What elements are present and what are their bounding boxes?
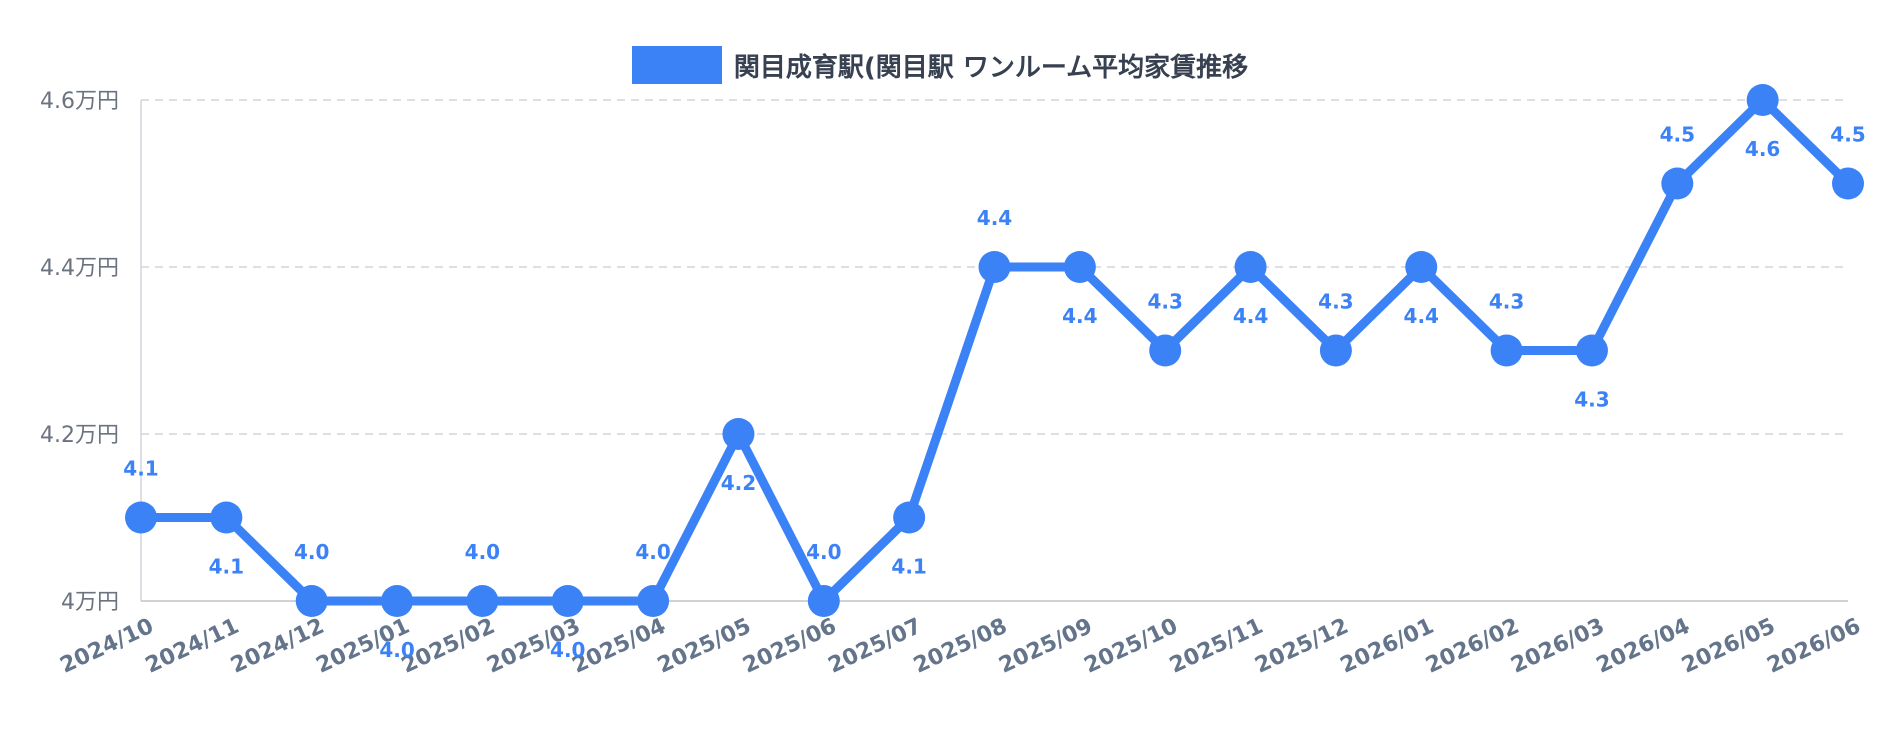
data-label: 4.3 [1318,290,1353,314]
data-point[interactable] [125,501,157,534]
data-point[interactable] [1832,167,1864,200]
x-tick-label: 2024/10 [56,614,157,679]
data-label: 4.6 [1745,137,1780,161]
x-tick-label: 2026/04 [1593,614,1694,679]
data-point[interactable] [1149,334,1182,367]
data-label: 4.0 [465,540,500,564]
x-tick-label: 2025/09 [995,614,1096,679]
data-label: 4.0 [379,638,414,662]
data-label: 4.0 [635,540,670,564]
data-label: 4.5 [1660,123,1695,147]
data-label: 4.1 [123,457,158,481]
data-point[interactable] [722,418,755,450]
data-point[interactable] [1746,84,1779,116]
data-point[interactable] [1405,251,1438,283]
data-point[interactable] [551,585,584,617]
data-label: 4.4 [1233,304,1268,328]
data-point[interactable] [1575,334,1608,367]
x-tick-label: 2025/08 [910,614,1011,679]
data-label: 4.5 [1830,123,1865,147]
data-point[interactable] [1490,334,1523,367]
x-tick-label: 2025/06 [739,614,840,679]
data-point[interactable] [1234,251,1267,283]
data-label: 4.1 [891,555,926,579]
data-label: 4.4 [1404,304,1439,328]
x-tick-label: 2025/07 [825,614,926,679]
data-point[interactable] [1661,167,1694,200]
data-point[interactable] [1319,334,1352,367]
x-tick-label: 2026/05 [1678,614,1779,679]
data-label: 4.1 [209,555,244,579]
data-point[interactable] [295,585,328,617]
data-point[interactable] [978,251,1011,283]
data-label: 4.3 [1489,290,1524,314]
data-label: 4.0 [550,638,585,662]
data-point[interactable] [466,585,499,617]
data-label: 4.4 [977,206,1012,230]
data-label: 4.4 [1062,304,1097,328]
data-point[interactable] [637,585,670,617]
x-tick-label: 2025/05 [654,614,755,679]
legend[interactable]: 関目成育駅(関目駅 ワンルーム平均家賃推移 [0,46,1880,84]
data-label: 4.3 [1574,388,1609,412]
x-tick-label: 2024/12 [227,614,328,679]
data-label: 4.3 [1147,290,1182,314]
data-point[interactable] [210,501,243,534]
y-tick-label: 4.4万円 [40,256,119,281]
data-point[interactable] [1063,251,1096,283]
x-tick-label: 2026/01 [1337,614,1438,679]
y-tick-label: 4.2万円 [40,423,119,448]
x-tick-label: 2026/02 [1422,614,1523,679]
x-tick-label: 2025/11 [1166,614,1267,679]
data-label: 4.0 [294,540,329,564]
y-tick-label: 4万円 [61,590,119,615]
x-tick-label: 2026/03 [1507,614,1608,679]
data-label: 4.2 [721,471,756,495]
x-tick-label: 2026/06 [1763,614,1864,679]
data-label: 4.0 [806,540,841,564]
x-tick-label: 2025/12 [1251,614,1352,679]
x-tick-label: 2024/11 [142,614,243,679]
y-tick-label: 4.6万円 [40,89,119,114]
legend-label: 関目成育駅(関目駅 ワンルーム平均家賃推移 [733,52,1249,83]
data-point[interactable] [381,585,414,617]
data-point[interactable] [893,501,926,534]
x-tick-label: 2025/10 [1081,614,1182,679]
legend-swatch [631,46,722,84]
data-point[interactable] [807,585,840,617]
